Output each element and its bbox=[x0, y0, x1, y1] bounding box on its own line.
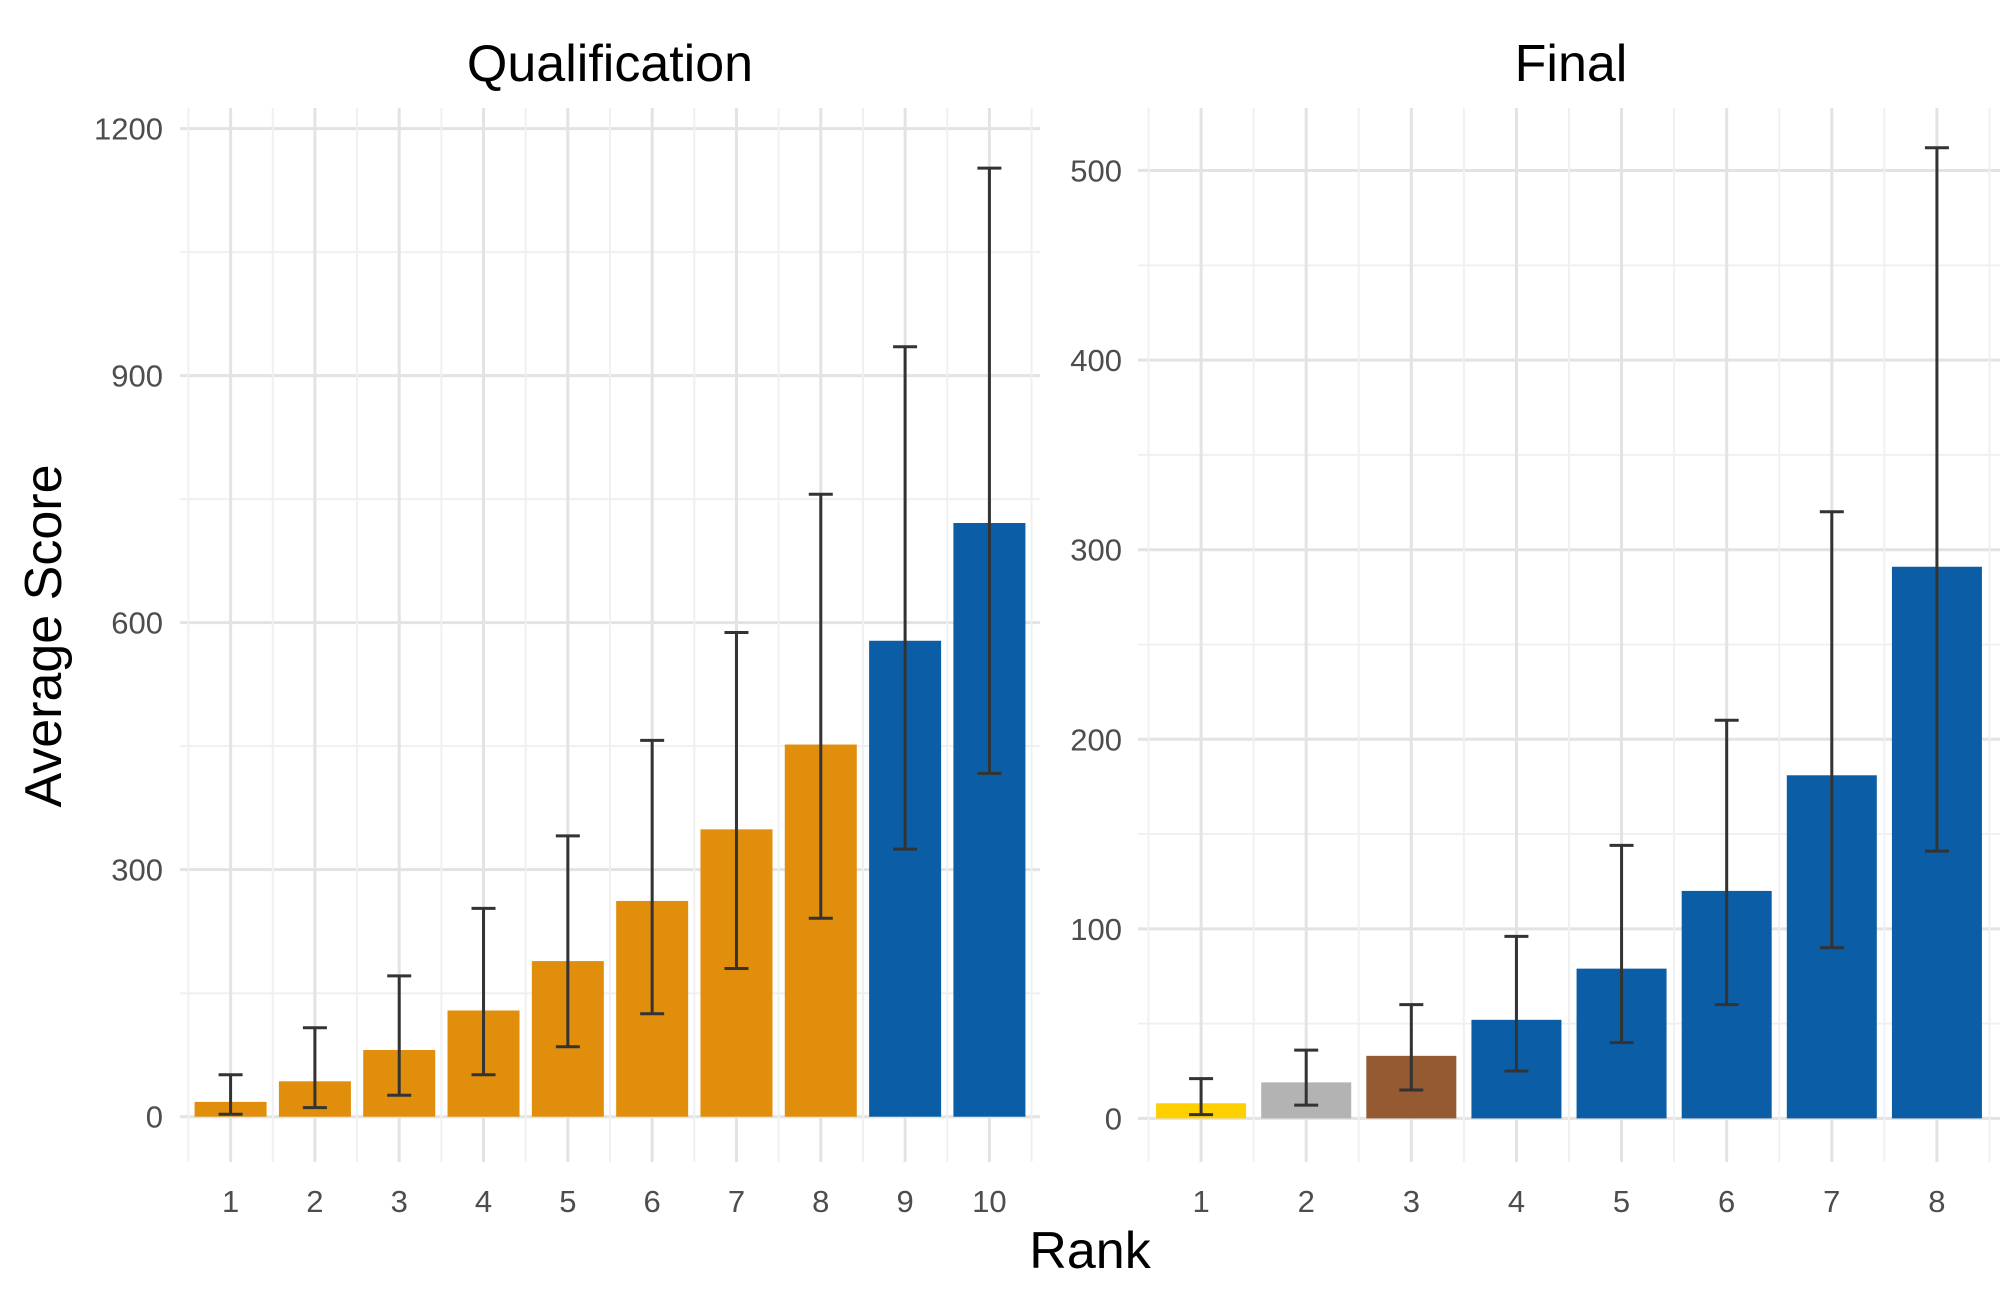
error-bar bbox=[218, 1073, 243, 1116]
x-tick-label: 2 bbox=[1298, 1184, 1315, 1219]
x-tick-label: 5 bbox=[1613, 1184, 1630, 1219]
x-tick-label: 3 bbox=[1403, 1184, 1420, 1219]
x-tick-label: 3 bbox=[391, 1184, 408, 1219]
error-bar bbox=[1819, 510, 1844, 950]
error-bar bbox=[471, 906, 496, 1077]
error-bar bbox=[387, 974, 412, 1097]
panel-qualification: Qualification 0 300 600 900 1200 1 2 3 4 5 6 7 8 9 10 bbox=[94, 35, 1040, 1219]
y-tick-label: 0 bbox=[1105, 1101, 1122, 1136]
x-axis-title: Rank bbox=[1029, 1222, 1151, 1280]
x-tick-label: 5 bbox=[559, 1184, 576, 1219]
error-bar bbox=[724, 631, 749, 970]
x-tick-label: 7 bbox=[728, 1184, 745, 1219]
x-tick-label: 9 bbox=[896, 1184, 913, 1219]
error-bar bbox=[1714, 718, 1739, 1007]
x-tick-label: 7 bbox=[1823, 1184, 1840, 1219]
error-bar bbox=[1294, 1048, 1319, 1107]
x-tick-label: 2 bbox=[306, 1184, 323, 1219]
y-tick-label: 500 bbox=[1070, 154, 1122, 189]
y-axis-title: Average Score bbox=[15, 464, 73, 807]
y-tick-label: 300 bbox=[111, 853, 163, 888]
error-bar bbox=[1399, 1003, 1424, 1092]
x-tick-label: 8 bbox=[812, 1184, 829, 1219]
x-tick-label: 4 bbox=[1508, 1184, 1525, 1219]
y-tick-label: 0 bbox=[146, 1100, 163, 1135]
error-bar bbox=[977, 166, 1002, 775]
error-bar bbox=[808, 492, 833, 920]
panel-final: Final 0 100 200 300 400 500 1 2 3 4 5 6 7 8 bbox=[1070, 35, 2000, 1219]
y-tick-label: 100 bbox=[1070, 912, 1122, 947]
error-bar bbox=[302, 1026, 327, 1110]
y-tick-label: 600 bbox=[111, 606, 163, 641]
error-bar bbox=[1504, 934, 1529, 1073]
x-tick-label: 6 bbox=[644, 1184, 661, 1219]
error-bar bbox=[555, 834, 580, 1049]
x-tick-label: 1 bbox=[222, 1184, 239, 1219]
x-tick-label: 1 bbox=[1192, 1184, 1209, 1219]
x-tick-label: 8 bbox=[1928, 1184, 1945, 1219]
error-bar bbox=[640, 738, 665, 1016]
error-bar bbox=[1609, 843, 1634, 1045]
panel-title: Final bbox=[1515, 35, 1628, 93]
x-tick-label: 4 bbox=[475, 1184, 492, 1219]
y-tick-label: 300 bbox=[1070, 533, 1122, 568]
x-tick-label: 10 bbox=[972, 1184, 1006, 1219]
error-bar bbox=[893, 345, 918, 851]
panel-title: Qualification bbox=[467, 35, 753, 93]
x-tick-label: 6 bbox=[1718, 1184, 1735, 1219]
y-tick-label: 1200 bbox=[94, 112, 163, 147]
y-tick-label: 200 bbox=[1070, 722, 1122, 757]
error-bar bbox=[1189, 1077, 1214, 1117]
y-tick-label: 400 bbox=[1070, 343, 1122, 378]
y-tick-label: 900 bbox=[111, 359, 163, 394]
error-bar bbox=[1924, 146, 1949, 853]
